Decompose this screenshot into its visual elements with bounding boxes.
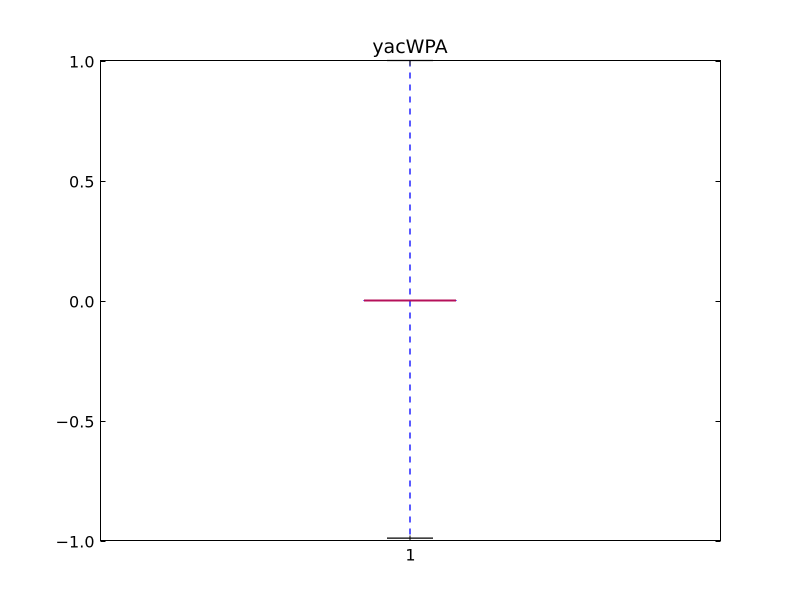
x-axis-ticks: 1: [405, 60, 416, 565]
chart-title: yacWPA: [372, 36, 447, 58]
y-tick-label: 1.0: [69, 53, 94, 72]
x-tick-label: 1: [405, 546, 415, 565]
y-axis-ticks: 1.0 0.5 0.0 −0.5 −1.0: [56, 53, 721, 552]
plot-frame: [100, 60, 721, 541]
box-plot-marks: [363, 59, 457, 539]
y-tick-label: −1.0: [56, 533, 95, 552]
y-tick-label: −0.5: [56, 413, 95, 432]
y-tick-label: 0.0: [69, 293, 94, 312]
y-tick-label: 0.5: [69, 173, 94, 192]
